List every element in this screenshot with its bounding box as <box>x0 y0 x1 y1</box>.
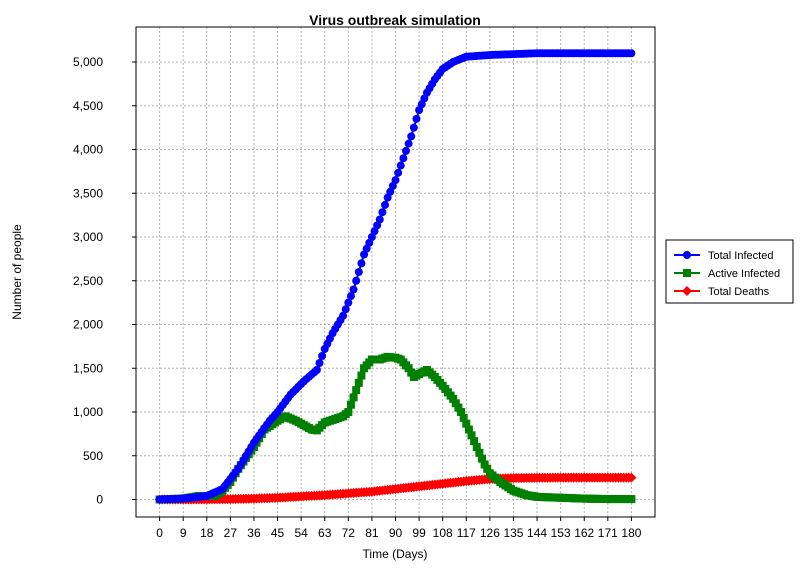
data-point <box>412 114 421 123</box>
data-point <box>464 425 473 434</box>
y-tick-label: 3,000 <box>73 230 103 244</box>
x-tick-label: 81 <box>365 526 379 540</box>
legend-marker <box>682 286 692 296</box>
y-tick-label: 0 <box>96 493 103 507</box>
y-tick-label: 1,500 <box>73 361 103 375</box>
legend-label: Active Infected <box>708 268 780 280</box>
data-point <box>399 154 408 163</box>
legend-marker <box>683 251 691 259</box>
data-point <box>407 368 416 377</box>
data-point <box>401 146 410 155</box>
y-axis-label: Number of people <box>10 224 24 320</box>
data-point <box>449 394 458 403</box>
y-tick-label: 1,000 <box>73 405 103 419</box>
data-point <box>467 431 476 440</box>
legend-label: Total Infected <box>708 250 773 262</box>
y-tick-label: 5,000 <box>73 55 103 69</box>
data-point <box>396 161 405 170</box>
x-axis-label: Time (Days) <box>363 547 428 561</box>
legend: Total Infected Active Infected Total Death… <box>665 239 794 304</box>
x-tick-label: 126 <box>480 526 500 540</box>
x-tick-label: 63 <box>318 526 332 540</box>
data-point <box>475 448 484 457</box>
chart-title: Virus outbreak simulation <box>309 12 481 28</box>
x-tick-label: 90 <box>389 526 403 540</box>
data-point <box>627 495 636 504</box>
legend-label: Total Deaths <box>708 286 770 298</box>
x-tick-label: 108 <box>433 526 453 540</box>
data-point <box>346 400 355 409</box>
x-tick-label: 0 <box>156 526 163 540</box>
data-point <box>352 276 361 285</box>
y-tick-label: 500 <box>83 449 103 463</box>
data-point <box>462 419 471 428</box>
data-point <box>318 352 327 360</box>
x-tick-label: 153 <box>551 526 571 540</box>
data-point <box>404 139 413 148</box>
data-point <box>394 168 403 177</box>
data-point <box>339 311 348 320</box>
data-point <box>354 268 363 276</box>
y-tick-label: 2,000 <box>73 318 103 332</box>
y-tick-label: 4,500 <box>73 99 103 113</box>
legend-marker <box>683 269 691 277</box>
data-point <box>627 49 636 58</box>
series-total-infected <box>155 49 636 504</box>
x-tick-label: 36 <box>247 526 261 540</box>
x-tick-label: 72 <box>342 526 356 540</box>
data-point <box>375 215 384 224</box>
y-tick-label: 2,500 <box>73 274 103 288</box>
data-point <box>404 364 413 373</box>
data-point <box>626 472 637 483</box>
data-point <box>409 123 418 132</box>
data-point <box>407 132 416 141</box>
data-point <box>483 464 492 473</box>
x-tick-label: 18 <box>200 526 214 540</box>
data-point <box>352 386 361 395</box>
x-tick-label: 9 <box>180 526 187 540</box>
y-tick-label: 3,500 <box>73 186 103 200</box>
data-point <box>357 371 366 380</box>
data-point <box>459 413 468 422</box>
data-point <box>349 393 358 402</box>
x-tick-label: 99 <box>412 526 426 540</box>
x-tick-label: 135 <box>503 526 523 540</box>
data-point <box>349 285 358 294</box>
x-tick-label: 45 <box>271 526 285 540</box>
x-tick-label: 171 <box>598 526 618 540</box>
data-point <box>341 305 350 314</box>
data-point <box>378 208 387 217</box>
data-point <box>354 378 363 387</box>
data-point <box>346 292 355 301</box>
x-tick-label: 27 <box>224 526 238 540</box>
data-point <box>357 259 366 268</box>
data-point <box>315 359 324 367</box>
data-point <box>312 366 321 374</box>
x-tick-label: 117 <box>457 526 476 540</box>
x-tick-label: 144 <box>527 526 547 540</box>
data-point <box>457 408 466 416</box>
x-tick-label: 180 <box>621 526 641 540</box>
data-point <box>454 403 463 412</box>
data-point <box>480 460 489 469</box>
data-point <box>451 399 460 408</box>
y-tick-label: 4,000 <box>73 143 103 157</box>
x-tick-label: 162 <box>574 526 594 540</box>
data-point <box>478 454 486 463</box>
data-point <box>344 298 353 307</box>
data-point <box>344 408 353 416</box>
data-point <box>470 437 479 446</box>
data-point <box>391 176 400 185</box>
plot-area: 0 9 18 27 36 45 54 63 72 81 90 99 108 117 126 135 144 153… <box>73 26 656 540</box>
x-tick-label: 54 <box>294 526 308 540</box>
data-point <box>381 200 390 209</box>
data-point <box>472 443 481 451</box>
